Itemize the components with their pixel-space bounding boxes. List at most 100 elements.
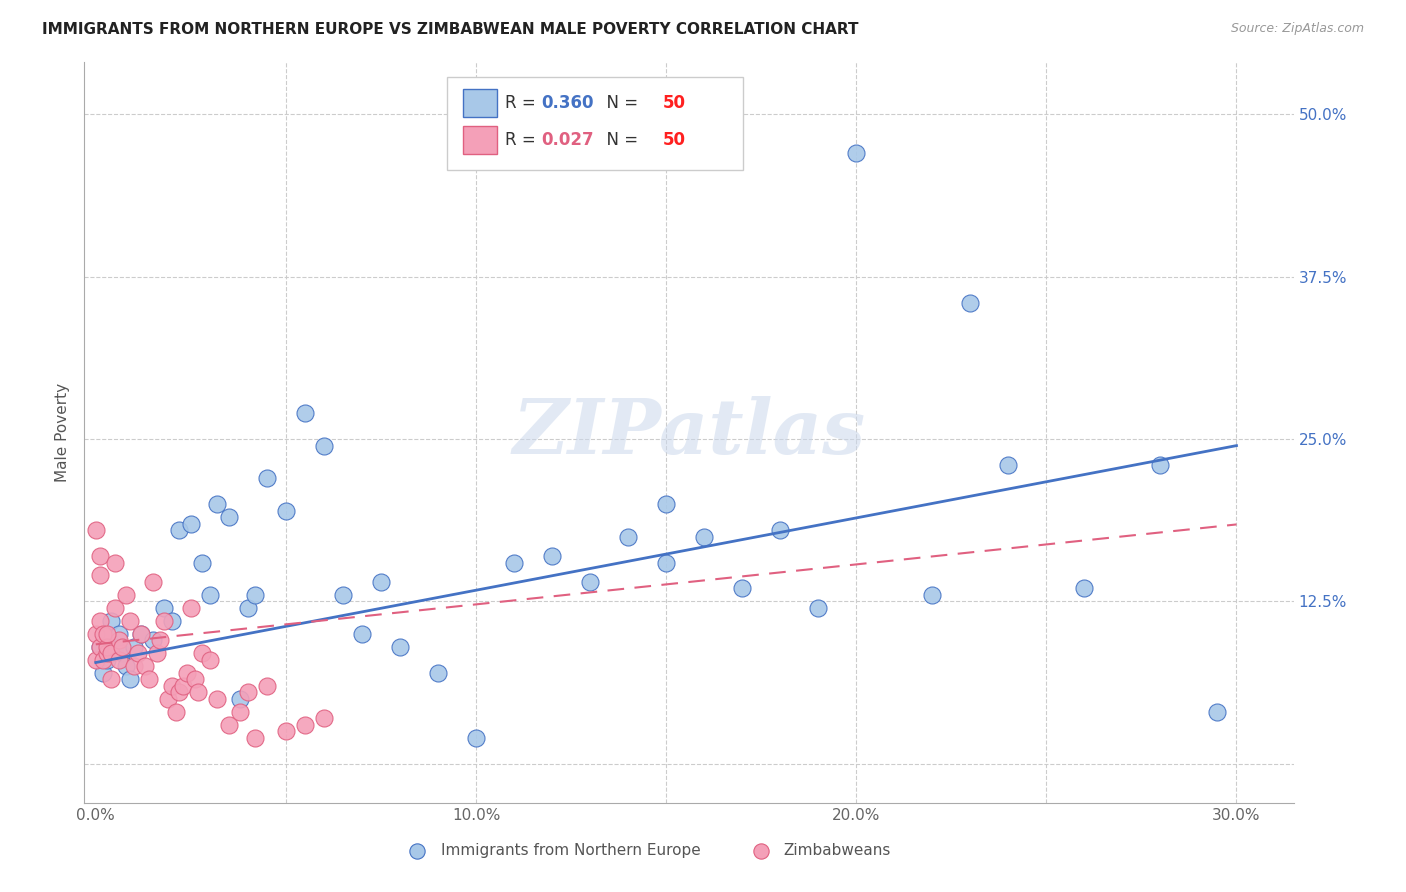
Point <box>118 673 141 687</box>
Point <box>769 523 792 537</box>
Point <box>183 673 205 687</box>
Text: R =: R = <box>505 131 541 149</box>
Point <box>427 665 450 680</box>
Point <box>169 523 191 537</box>
Text: 50: 50 <box>662 131 685 149</box>
Text: Zimbabweans: Zimbabweans <box>783 844 890 858</box>
Point <box>655 556 678 570</box>
Point <box>693 529 716 543</box>
Point <box>142 574 165 589</box>
Point <box>180 601 202 615</box>
Text: 0.027: 0.027 <box>541 131 595 149</box>
Point <box>84 653 107 667</box>
Point <box>921 588 943 602</box>
Point <box>93 665 115 680</box>
Point <box>89 549 111 563</box>
Point <box>122 640 145 654</box>
Point <box>138 673 160 687</box>
Point <box>1149 458 1171 472</box>
Text: Immigrants from Northern Europe: Immigrants from Northern Europe <box>441 844 700 858</box>
FancyBboxPatch shape <box>463 126 496 154</box>
Point <box>153 601 176 615</box>
Point <box>96 627 118 641</box>
Point <box>176 665 198 680</box>
Point <box>84 627 107 641</box>
Point <box>145 647 167 661</box>
Text: 0.360: 0.360 <box>541 95 593 112</box>
Point <box>959 295 981 310</box>
Point <box>274 503 297 517</box>
FancyBboxPatch shape <box>463 89 496 117</box>
Point <box>198 588 221 602</box>
Y-axis label: Male Poverty: Male Poverty <box>55 383 70 483</box>
Point <box>96 653 118 667</box>
Point <box>236 601 259 615</box>
Point <box>191 647 214 661</box>
Point <box>229 705 252 719</box>
Point <box>89 568 111 582</box>
Point <box>388 640 411 654</box>
Point <box>160 614 183 628</box>
Point <box>160 679 183 693</box>
Point <box>169 685 191 699</box>
Text: ZIPatlas: ZIPatlas <box>512 396 866 469</box>
Point <box>172 679 194 693</box>
Point <box>142 633 165 648</box>
Point <box>127 647 149 661</box>
Point <box>207 692 229 706</box>
Point <box>107 653 129 667</box>
Point <box>115 659 138 673</box>
Point <box>997 458 1019 472</box>
Point <box>89 640 111 654</box>
Text: Source: ZipAtlas.com: Source: ZipAtlas.com <box>1230 22 1364 36</box>
Point <box>156 692 179 706</box>
Point <box>118 614 141 628</box>
Text: IMMIGRANTS FROM NORTHERN EUROPE VS ZIMBABWEAN MALE POVERTY CORRELATION CHART: IMMIGRANTS FROM NORTHERN EUROPE VS ZIMBA… <box>42 22 859 37</box>
Point <box>256 471 278 485</box>
Point <box>104 556 127 570</box>
Point <box>465 731 488 745</box>
Point <box>655 497 678 511</box>
Point <box>312 439 335 453</box>
Point <box>191 556 214 570</box>
Point <box>294 406 316 420</box>
Point <box>229 692 252 706</box>
Point <box>294 718 316 732</box>
Point <box>93 627 115 641</box>
Point <box>207 497 229 511</box>
Point <box>122 659 145 673</box>
Point <box>218 718 240 732</box>
Text: R =: R = <box>505 95 541 112</box>
Point <box>312 711 335 725</box>
Point <box>100 647 122 661</box>
Point <box>89 640 111 654</box>
Point <box>84 523 107 537</box>
Point <box>89 614 111 628</box>
Point <box>245 731 267 745</box>
Point <box>579 574 602 589</box>
Point <box>807 601 830 615</box>
Point <box>187 685 209 699</box>
Point <box>845 146 868 161</box>
Point <box>93 653 115 667</box>
Point <box>350 627 373 641</box>
Point <box>1206 705 1229 719</box>
Point <box>180 516 202 531</box>
Point <box>731 582 754 596</box>
Point <box>503 556 526 570</box>
Point <box>131 627 153 641</box>
Point <box>111 647 134 661</box>
Point <box>236 685 259 699</box>
FancyBboxPatch shape <box>447 78 744 169</box>
Point <box>134 659 156 673</box>
Text: 50: 50 <box>662 95 685 112</box>
Point <box>245 588 267 602</box>
Text: N =: N = <box>596 131 643 149</box>
Point <box>96 647 118 661</box>
Point <box>107 627 129 641</box>
Point <box>218 510 240 524</box>
Point <box>111 640 134 654</box>
Point <box>96 640 118 654</box>
Point <box>131 627 153 641</box>
Point <box>153 614 176 628</box>
